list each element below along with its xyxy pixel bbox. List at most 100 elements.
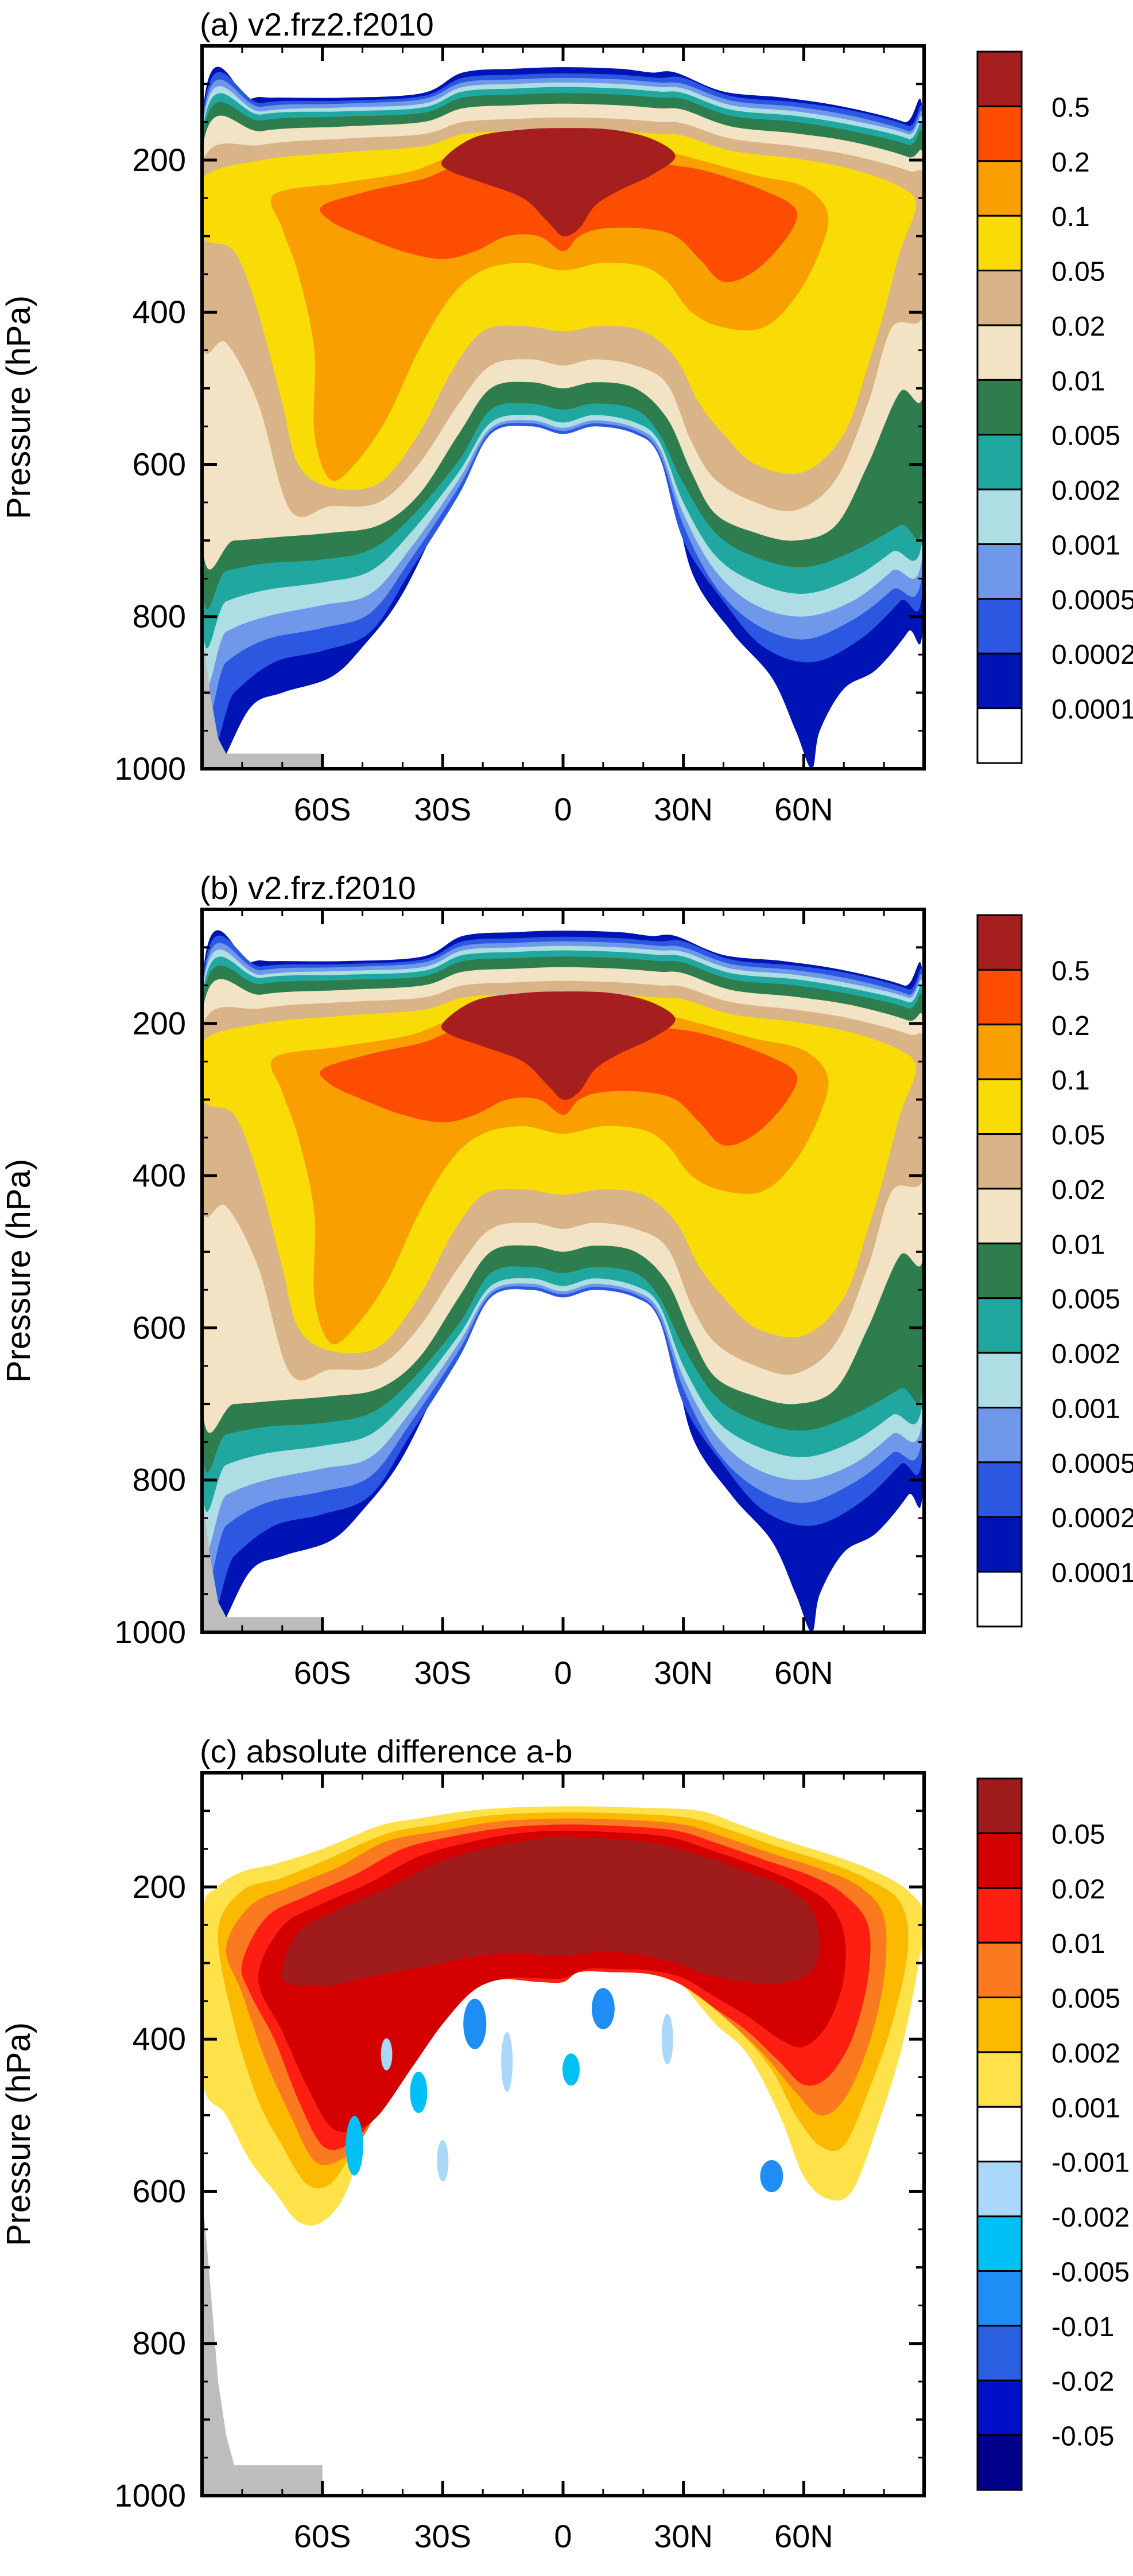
colorbar-box: [976, 1024, 1023, 1080]
negative-patch: [437, 2140, 449, 2182]
colorbar-label: 0.005: [1051, 1984, 1120, 2014]
colorbar-label: -0.02: [1051, 2367, 1114, 2397]
colorbar-label: 0.05: [1051, 1120, 1105, 1151]
colorbar-box: [976, 1777, 1023, 1834]
colorbar-label: -0.05: [1051, 2422, 1114, 2452]
x-tick-label: 30S: [414, 1655, 472, 1691]
colorbar-box: [976, 2051, 1023, 2108]
colorbar-box: [976, 1406, 1023, 1464]
negative-patch: [410, 2072, 428, 2114]
colorbar-label: 0.0001: [1051, 1558, 1133, 1589]
colorbar-label: 0.0002: [1051, 640, 1133, 670]
colorbar-box: [976, 2434, 1023, 2491]
contour-field: [202, 67, 924, 769]
colorbar-label: 0.5: [1051, 956, 1090, 986]
topography-mask: [202, 2191, 323, 2496]
colorbar-label: 0.0001: [1051, 695, 1133, 725]
topography-mask: [202, 632, 323, 769]
negative-patch: [501, 2032, 513, 2092]
colorbar-label: 0.1: [1051, 1065, 1090, 1096]
colorbar-label: 0.01: [1051, 366, 1105, 396]
colorbar-box: [976, 2106, 1023, 2163]
y-tick-label: 800: [133, 2325, 186, 2361]
colorbar-label: 0.05: [1051, 257, 1105, 287]
y-tick-label: 600: [133, 446, 186, 482]
y-tick-label: 600: [133, 2173, 186, 2209]
y-tick-label: 200: [133, 1869, 186, 1905]
x-tick-label: 0: [554, 2518, 572, 2554]
negative-patch: [760, 2159, 783, 2192]
colorbar-box: [976, 215, 1023, 272]
colorbar-box: [976, 1516, 1023, 1573]
colorbar-label: 0.02: [1051, 312, 1105, 342]
y-axis-label: Pressure (hPa): [0, 295, 37, 519]
x-tick-label: 60N: [774, 1655, 833, 1691]
contour-band-0.5: [441, 991, 676, 1100]
colorbar-box: [976, 488, 1023, 545]
colorbar-label: 0.001: [1051, 1394, 1120, 1424]
negative-patch: [562, 2053, 580, 2086]
contour-band-0.5: [441, 128, 676, 237]
x-tick-label: 0: [554, 791, 572, 827]
y-tick-label: 1000: [114, 1614, 186, 1650]
colorbar: 0.5 0.2 0.1 0.05 0.02 0.01 0.005 0.002 0.001 0.00…: [976, 914, 1133, 1628]
colorbar-box: [976, 2325, 1023, 2382]
panel-c: (c) absolute difference a-b Pressure (hPa…: [0, 1733, 1130, 2554]
colorbar-label: -0.005: [1051, 2257, 1130, 2287]
colorbar-label: 0.0002: [1051, 1503, 1133, 1534]
colorbar-box: [976, 1133, 1023, 1190]
y-tick-label: 1000: [114, 2477, 186, 2513]
x-tick-label: 30N: [654, 2518, 713, 2554]
colorbar-label: 0.01: [1051, 1229, 1105, 1260]
x-tick-label: 30N: [654, 1655, 713, 1691]
colorbar-box: [976, 1078, 1023, 1135]
colorbar-label: -0.002: [1051, 2203, 1130, 2233]
contour-band-0.05: [281, 1836, 820, 1986]
colorbar-box: [976, 1188, 1023, 1244]
y-tick-label: 400: [133, 2021, 186, 2057]
colorbar-label: 0.001: [1051, 530, 1120, 561]
colorbar-box: [976, 324, 1023, 381]
panel-title: (a) v2.frz2.f2010: [200, 6, 434, 42]
colorbar-box: [976, 160, 1023, 217]
x-tick-label: 60S: [294, 1655, 351, 1691]
y-tick-label: 600: [133, 1309, 186, 1345]
colorbar-label: 0.2: [1051, 1011, 1090, 1041]
colorbar-box: [976, 270, 1023, 326]
colorbar-box: [976, 1997, 1023, 2053]
colorbar-box: [976, 2161, 1023, 2217]
colorbar-box: [976, 50, 1023, 107]
panel-a: (a) v2.frz2.f2010 Pressure (hPa) 200 400 600…: [0, 6, 1133, 827]
colorbar-box: [976, 968, 1023, 1026]
colorbar-label: 0.05: [1051, 1819, 1105, 1850]
x-tick-label: 60S: [294, 791, 351, 827]
x-tick-label: 30S: [414, 2518, 472, 2554]
colorbar-box: [976, 707, 1023, 764]
x-tick-label: 60N: [774, 791, 833, 827]
panel-b: (b) v2.frz.f2010 Pressure (hPa) 200 400 600 8…: [0, 870, 1133, 1691]
colorbar-box: [976, 543, 1023, 600]
colorbar-label: 0.1: [1051, 202, 1090, 232]
y-tick-label: 400: [133, 1157, 186, 1193]
colorbar-label: 0.001: [1051, 2093, 1120, 2123]
negative-patch: [661, 2014, 673, 2065]
colorbar-label: 0.02: [1051, 1874, 1105, 1905]
x-tick-label: 60N: [774, 2518, 833, 2554]
x-tick-label: 30N: [654, 791, 713, 827]
panel-title: (b) v2.frz.f2010: [200, 870, 416, 906]
colorbar: 0.5 0.2 0.1 0.05 0.02 0.01 0.005 0.002 0.001 0.00…: [976, 50, 1133, 764]
colorbar-label: 0.005: [1051, 421, 1120, 452]
colorbar-box: [976, 652, 1023, 710]
x-tick-label: 60S: [294, 2518, 351, 2554]
colorbar-box: [976, 914, 1023, 971]
colorbar-box: [976, 1242, 1023, 1299]
colorbar-box: [976, 1297, 1023, 1354]
colorbar-box: [976, 1832, 1023, 1889]
colorbar-box: [976, 598, 1023, 655]
y-tick-label: 800: [133, 1462, 186, 1498]
colorbar-label: 0.005: [1051, 1285, 1120, 1315]
y-tick-label: 200: [133, 142, 186, 178]
colorbar-label: 0.002: [1051, 1339, 1120, 1369]
colorbar-label: 0.01: [1051, 1929, 1105, 1959]
negative-patch: [463, 1998, 487, 2049]
